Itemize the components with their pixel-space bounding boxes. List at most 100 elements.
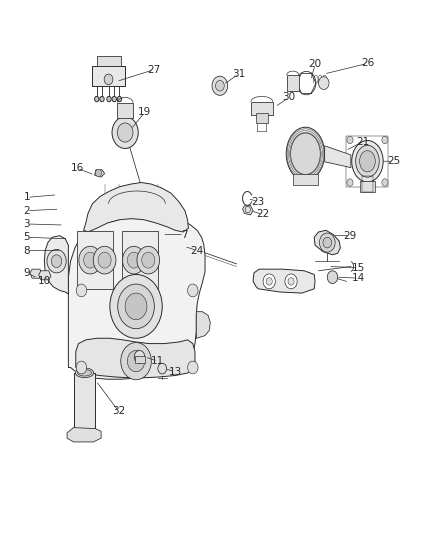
Text: 1: 1 [24,192,30,203]
Ellipse shape [78,369,92,376]
Circle shape [127,351,145,372]
Circle shape [104,74,113,85]
Ellipse shape [352,141,383,182]
Circle shape [112,96,117,102]
Circle shape [100,96,104,102]
Text: 23: 23 [252,197,265,207]
Text: 32: 32 [112,406,125,416]
Polygon shape [39,271,51,280]
Bar [287,75,299,91]
Text: 29: 29 [343,231,357,241]
Bar [77,231,113,289]
Circle shape [117,123,133,142]
Text: 13: 13 [169,367,182,377]
Text: 21: 21 [357,136,370,147]
Circle shape [158,364,166,374]
Ellipse shape [290,133,320,174]
Circle shape [76,284,87,297]
Text: 3: 3 [24,219,30,229]
Polygon shape [30,269,42,278]
Bar [135,356,145,364]
Circle shape [319,233,335,252]
Polygon shape [95,169,105,177]
Bar [362,176,373,192]
Polygon shape [68,204,205,379]
Circle shape [93,246,116,274]
Circle shape [47,249,66,273]
Circle shape [95,169,102,176]
Text: 25: 25 [387,156,400,166]
Text: 15: 15 [352,263,365,272]
Ellipse shape [75,368,94,377]
Circle shape [212,76,228,95]
Bar [80,433,89,438]
Circle shape [187,284,198,297]
Text: 5: 5 [24,232,30,243]
Circle shape [347,136,353,144]
Circle shape [266,278,272,285]
Circle shape [323,237,332,248]
Text: 2: 2 [24,206,30,216]
Circle shape [285,274,297,289]
Circle shape [263,274,276,289]
Circle shape [121,343,151,379]
Bar [92,66,125,86]
Text: 10: 10 [38,277,51,286]
Circle shape [51,255,62,268]
Polygon shape [76,338,195,378]
Bar [117,103,133,118]
Text: 14: 14 [352,273,365,283]
Text: 27: 27 [147,65,160,75]
Circle shape [127,252,141,268]
Circle shape [288,278,294,285]
Polygon shape [44,236,68,294]
Text: 9: 9 [24,268,30,278]
Circle shape [98,252,111,268]
Circle shape [142,252,155,268]
Circle shape [137,246,159,274]
Circle shape [118,284,154,329]
Circle shape [318,77,329,90]
Polygon shape [84,182,188,232]
Text: 11: 11 [151,356,165,366]
Circle shape [347,179,353,186]
Circle shape [382,136,388,144]
Circle shape [215,80,224,91]
Polygon shape [253,269,315,293]
Circle shape [84,252,97,268]
Ellipse shape [286,127,325,180]
Bar [346,136,389,187]
Bar [293,174,318,184]
Circle shape [79,246,102,274]
Text: 7: 7 [181,230,187,240]
Circle shape [327,271,338,284]
Circle shape [107,96,111,102]
Circle shape [95,96,99,102]
Circle shape [117,96,122,102]
Text: 30: 30 [283,92,295,102]
Polygon shape [196,312,210,338]
Bar [97,56,121,66]
Bar [256,114,268,123]
Circle shape [112,117,138,149]
Text: 24: 24 [191,246,204,255]
Polygon shape [243,205,253,215]
Text: 26: 26 [361,59,374,68]
Text: 31: 31 [232,69,245,79]
Bar [74,373,95,434]
Polygon shape [314,230,340,255]
Bar [122,231,158,289]
Text: 8: 8 [24,246,30,255]
Ellipse shape [356,146,379,177]
Circle shape [187,361,198,374]
Polygon shape [67,427,101,442]
Text: 19: 19 [138,107,152,117]
Circle shape [76,361,87,374]
Text: 22: 22 [256,209,269,220]
Ellipse shape [360,151,375,172]
Bar [360,181,375,192]
Circle shape [134,351,145,364]
Circle shape [123,246,145,274]
Text: 20: 20 [308,60,321,69]
Circle shape [382,179,388,186]
